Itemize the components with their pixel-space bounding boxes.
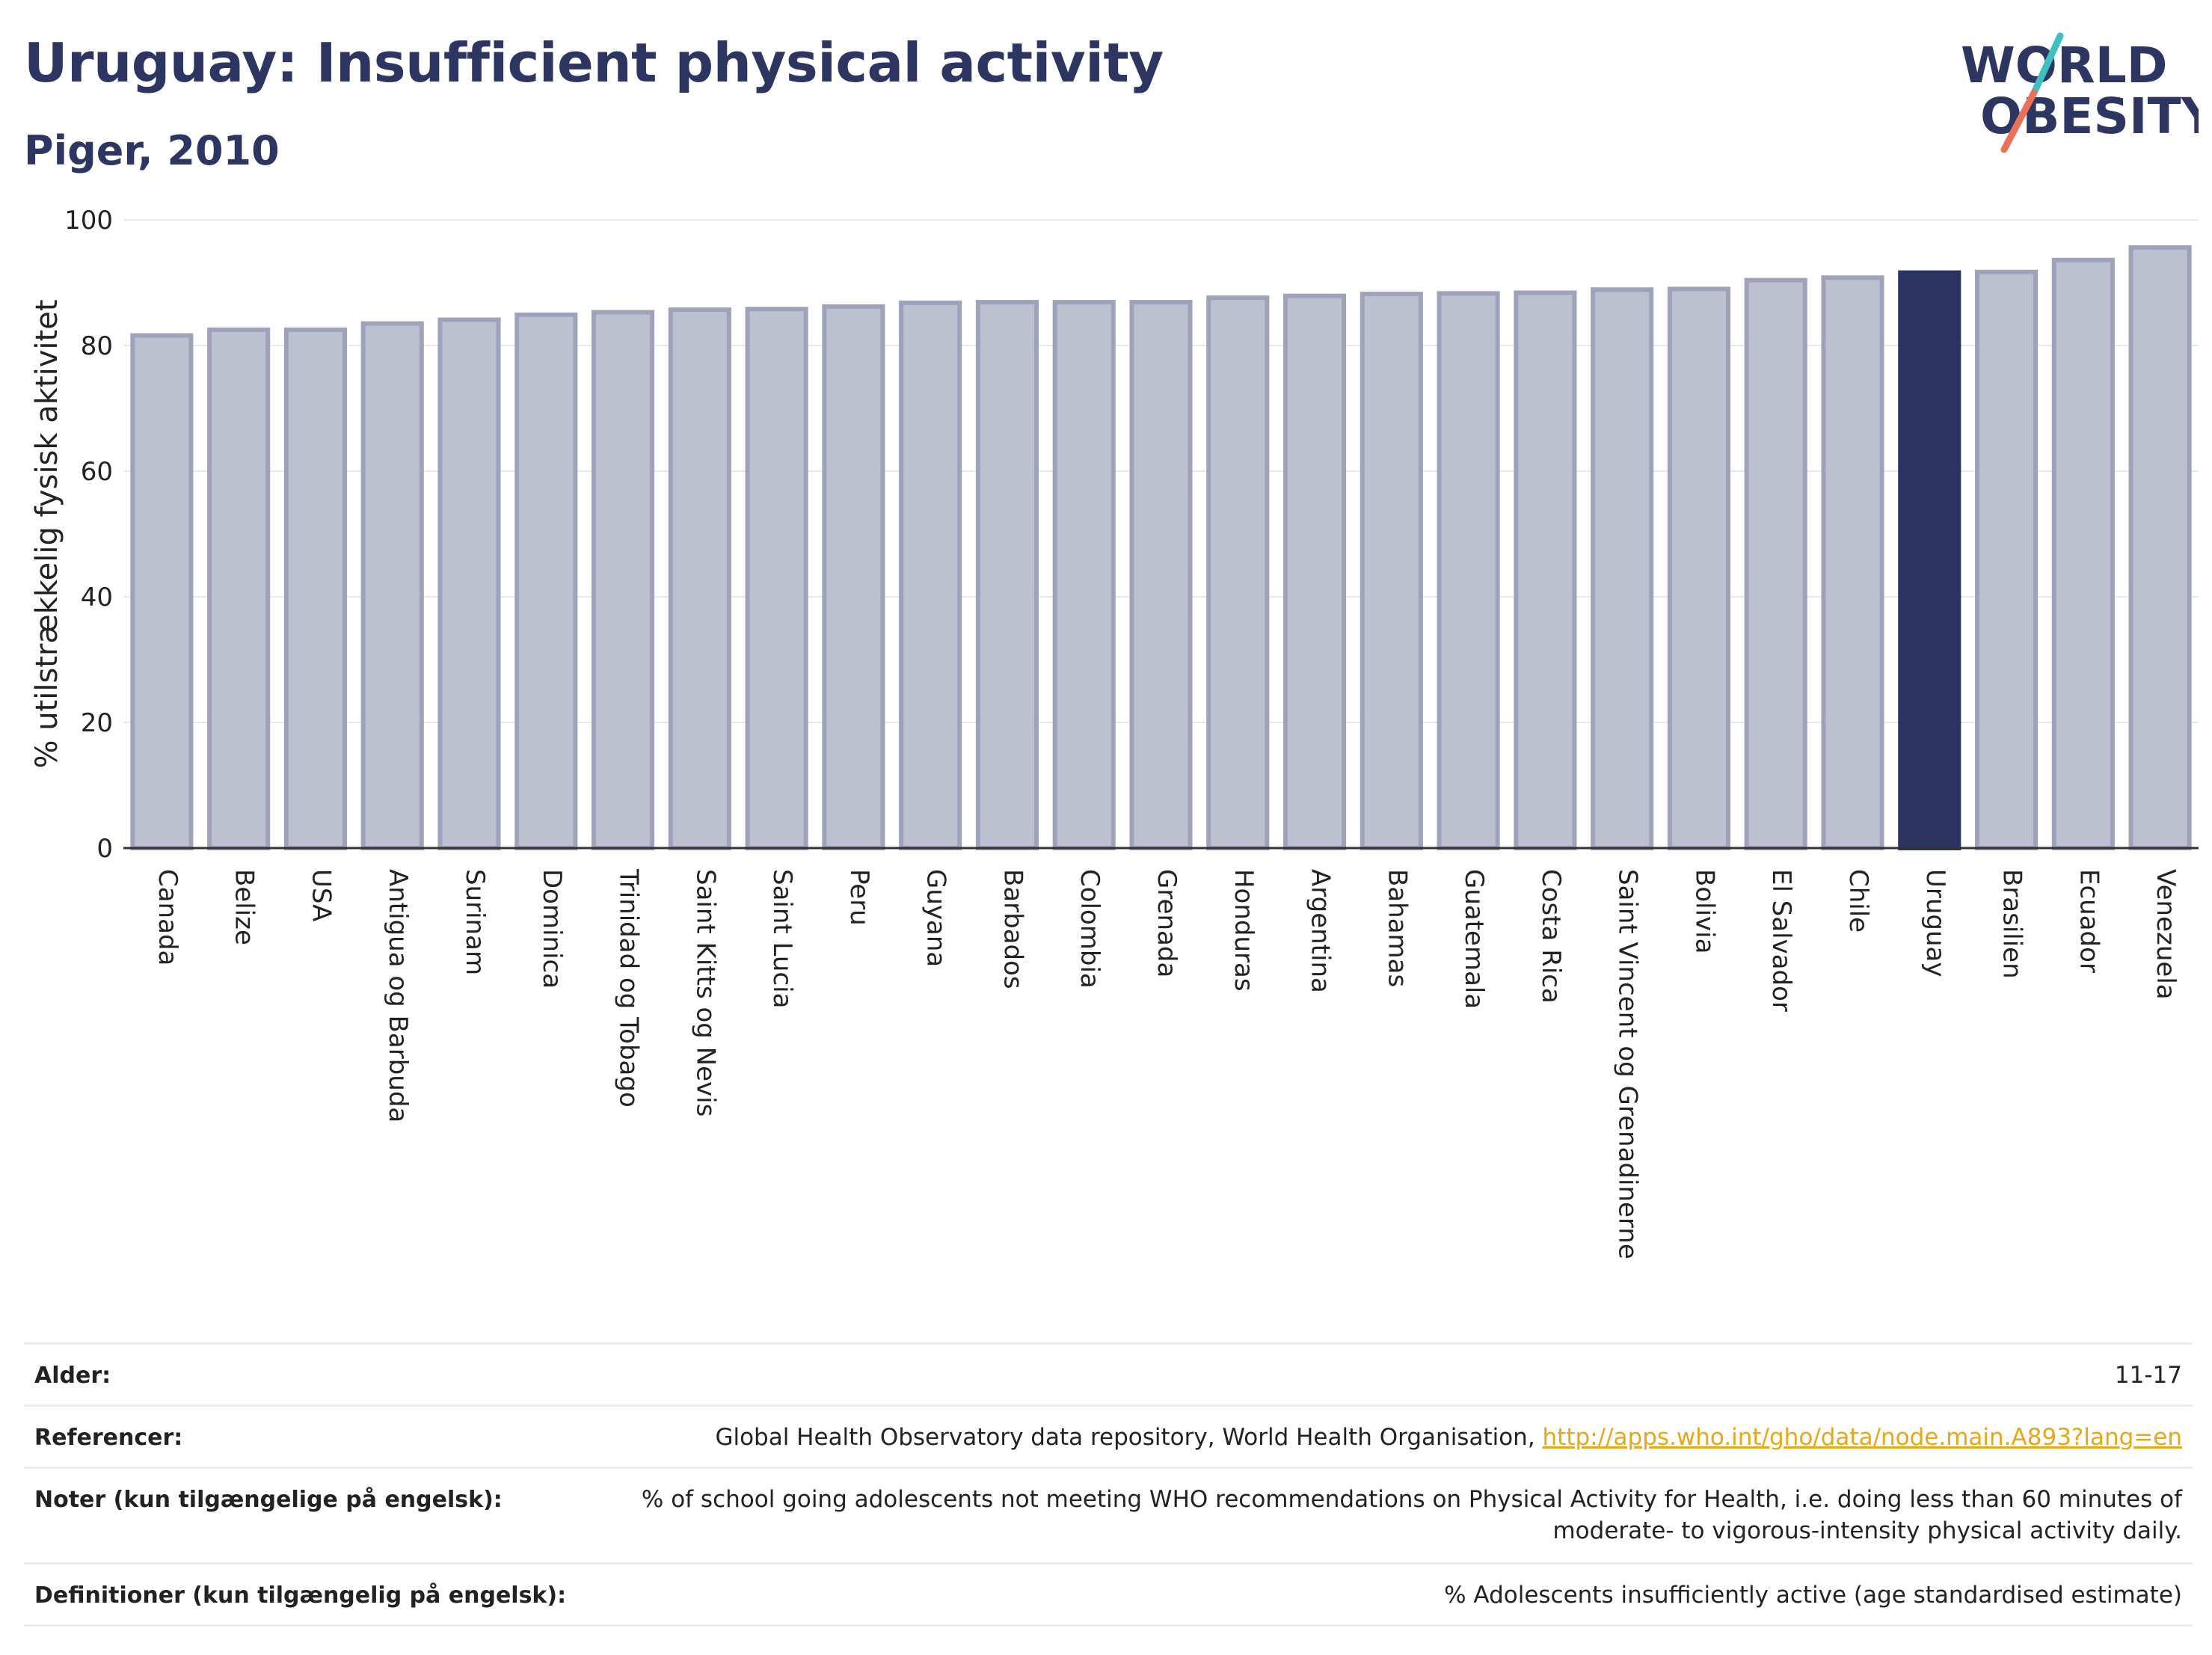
- x-category-label: Ecuador: [2074, 869, 2104, 973]
- x-category-label: Grenada: [1152, 869, 1182, 977]
- bar-guatemala[interactable]: [1437, 291, 1500, 850]
- bar-belize[interactable]: [207, 328, 271, 850]
- x-category-label: Bahamas: [1382, 869, 1412, 987]
- chart-bars: [130, 245, 2192, 851]
- y-tick-label: 100: [64, 206, 113, 236]
- bar-bolivia[interactable]: [1667, 286, 1731, 850]
- x-category-label: Bolivia: [1689, 869, 1719, 954]
- references-link[interactable]: http://apps.who.int/gho/data/node.main.A…: [1542, 1424, 2182, 1451]
- x-axis-categories: Canada Belize USA Antigua og Barbuda Surinam…: [153, 868, 2181, 1259]
- bar-grenada[interactable]: [1129, 300, 1193, 851]
- bar-saint-vincent-og-grenadinerne[interactable]: [1591, 287, 1654, 850]
- bar-venezuela[interactable]: [2128, 245, 2192, 850]
- bar-peru[interactable]: [822, 304, 885, 851]
- bar-chart: 0 20 40 60 80 100 Canada Belize USA Antigua og B…: [30, 206, 2199, 1259]
- world-obesity-logo: WORLD OBESITY: [1961, 32, 2199, 153]
- bar-brasilien[interactable]: [1975, 269, 2039, 851]
- footer-label-references: Referencer:: [34, 1425, 183, 1451]
- bar-saint-kitts-og-nevis[interactable]: [668, 307, 731, 850]
- x-category-label: Brasilien: [1997, 869, 2027, 979]
- footer-value-references: Global Health Observatory data repositor…: [715, 1407, 2193, 1453]
- footer-value-age: 11-17: [2114, 1362, 2182, 1389]
- bar-costa-rica[interactable]: [1514, 290, 1577, 850]
- logo-line2: OBESITY: [1980, 87, 2199, 145]
- x-category-label: Peru: [844, 869, 874, 926]
- footer-label-notes: Noter (kun tilgængelige på engelsk):: [34, 1487, 503, 1513]
- bar-ecuador[interactable]: [2051, 257, 2115, 850]
- x-category-label: El Salvador: [1766, 869, 1796, 1012]
- page-subtitle: Piger, 2010: [24, 127, 280, 174]
- bar-barbados[interactable]: [975, 300, 1039, 851]
- x-category-label: Dominica: [537, 869, 567, 989]
- y-tick-label: 80: [81, 331, 113, 361]
- bar-colombia[interactable]: [1052, 300, 1116, 851]
- page-title: Uruguay: Insufficient physical activity: [24, 31, 1164, 94]
- y-tick-label: 20: [81, 708, 113, 738]
- x-category-label: Antigua og Barbuda: [383, 869, 413, 1123]
- footer-value-notes: % of school going adolescents not meetin…: [641, 1486, 2182, 1544]
- bar-dominica[interactable]: [514, 312, 578, 850]
- x-category-label: Honduras: [1229, 869, 1259, 992]
- bar-guyana[interactable]: [899, 300, 962, 850]
- footer-label-age: Alder:: [34, 1363, 111, 1389]
- logo-line1: WORLD: [1961, 37, 2168, 94]
- x-category-label: USA: [306, 869, 336, 921]
- footer-row-notes: Noter (kun tilgængelige på engelsk): % o…: [24, 1467, 2193, 1562]
- x-category-label: Canada: [153, 869, 182, 965]
- y-tick-label: 40: [81, 583, 113, 612]
- x-category-label: Chile: [1843, 869, 1873, 933]
- bar-honduras[interactable]: [1206, 295, 1270, 851]
- y-tick-label: 0: [96, 834, 113, 864]
- bar-chile[interactable]: [1821, 275, 1884, 850]
- footer-row-definitions: Definitioner (kun tilgængelig på engelsk…: [24, 1562, 2193, 1627]
- footer-value-definitions: % Adolescents insufficiently active (age…: [1444, 1582, 2182, 1609]
- bar-saint-lucia[interactable]: [745, 307, 808, 850]
- x-category-label: Barbados: [998, 869, 1027, 989]
- x-category-label: Saint Lucia: [767, 869, 797, 1008]
- y-axis-ticks: 0 20 40 60 80 100: [64, 206, 113, 864]
- x-category-label: Colombia: [1075, 869, 1105, 989]
- footer-table: Alder: 11-17 Referencer: Global Health O…: [24, 1342, 2193, 1627]
- bar-canada[interactable]: [130, 333, 194, 850]
- references-text: Global Health Observatory data repositor…: [715, 1424, 1543, 1451]
- footer-label-definitions: Definitioner (kun tilgængelig på engelsk…: [34, 1582, 567, 1609]
- bar-antigua-og-barbuda[interactable]: [360, 321, 424, 851]
- x-category-label: Belize: [230, 869, 259, 945]
- bar-usa[interactable]: [283, 328, 347, 850]
- x-category-label: Costa Rica: [1536, 869, 1566, 1004]
- x-category-label: Venezuela: [2151, 869, 2181, 1000]
- x-category-label: Surinam: [460, 869, 490, 975]
- bar-trinidad-og-tobago[interactable]: [592, 310, 655, 851]
- bar-argentina[interactable]: [1283, 293, 1347, 850]
- y-axis-label: % utilstrækkelig fysisk aktivitet: [30, 299, 64, 768]
- y-tick-label: 60: [81, 457, 113, 487]
- x-category-label: Guyana: [921, 869, 951, 967]
- bar-bahamas[interactable]: [1360, 292, 1423, 850]
- x-category-label: Guatemala: [1459, 869, 1489, 1009]
- footer-row-references: Referencer: Global Health Observatory da…: [24, 1404, 2193, 1467]
- bar-uruguay[interactable]: [1898, 270, 1961, 850]
- bar-el-salvador[interactable]: [1744, 277, 1807, 850]
- x-category-label: Saint Vincent og Grenadinerne: [1613, 869, 1643, 1259]
- x-category-label: Saint Kitts og Nevis: [690, 869, 720, 1117]
- logo-slash-bottom: [2000, 89, 2038, 153]
- bar-surinam[interactable]: [437, 317, 501, 850]
- x-category-label: Argentina: [1306, 869, 1336, 993]
- logo-slash-top: [2030, 32, 2064, 96]
- x-category-label: Trinidad og Tobago: [614, 868, 644, 1108]
- footer-row-age: Alder: 11-17: [24, 1342, 2193, 1404]
- x-category-label: Uruguay: [1920, 869, 1950, 977]
